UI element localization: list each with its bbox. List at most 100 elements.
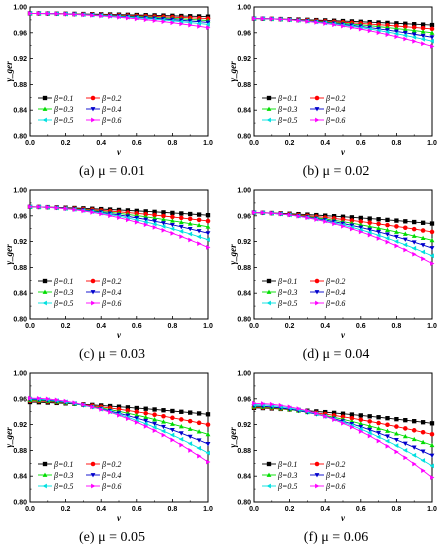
y-axis-label: γ_ger [4, 244, 14, 265]
y-tick-label: 1.00 [237, 371, 251, 378]
data-point [412, 219, 417, 225]
data-point [420, 243, 426, 248]
y-tick-label: 0.88 [13, 265, 27, 272]
data-point [394, 243, 399, 249]
data-point [421, 468, 426, 474]
data-point [72, 400, 77, 406]
data-point [403, 219, 408, 224]
legend-label: β=0.1 [53, 277, 73, 286]
data-point [152, 417, 157, 422]
data-point [117, 215, 122, 221]
x-axis-label: v [117, 330, 122, 340]
data-point [143, 222, 149, 228]
data-point [252, 16, 257, 22]
data-point [412, 461, 417, 467]
legend-label: β=0.6 [101, 116, 121, 125]
data-point [394, 34, 399, 40]
data-point [260, 401, 266, 406]
y-axis-label: γ_ger [4, 61, 14, 82]
data-point [197, 241, 202, 247]
data-point [394, 218, 399, 223]
data-point [349, 218, 355, 223]
x-tick-label: 0.0 [249, 506, 259, 513]
data-point [429, 229, 435, 235]
data-point [402, 242, 408, 248]
data-point [205, 231, 211, 236]
data-point [412, 22, 417, 27]
data-point [81, 402, 86, 408]
legend-marker [266, 300, 271, 306]
data-point [196, 212, 202, 217]
data-point [376, 230, 381, 235]
legend-marker [42, 472, 48, 477]
legend-marker [266, 278, 272, 284]
data-point [152, 225, 157, 230]
data-point [134, 419, 140, 425]
data-point [196, 229, 202, 234]
chart-panel-a: 0.0 0.2 0.4 0.6 0.8 1.0 0.80 0.84 0.88 0.92 0.96 1.… [4, 5, 213, 180]
legend-marker [42, 483, 47, 489]
data-point [394, 29, 399, 34]
data-point [403, 247, 408, 253]
data-point [430, 261, 435, 266]
legend-label: β=0.3 [53, 105, 73, 114]
data-point [376, 28, 381, 33]
data-point [376, 225, 381, 231]
series-6 [252, 210, 435, 266]
x-tick-label: 1.0 [203, 323, 213, 330]
caption-prefix: (c) [79, 347, 95, 362]
data-point [179, 21, 184, 27]
legend-marker [266, 95, 272, 101]
legend-label: β=0.3 [53, 471, 73, 480]
data-point [178, 219, 184, 225]
data-point [197, 23, 202, 29]
data-point [143, 219, 148, 225]
data-point [412, 419, 417, 424]
legend-label: β=0.5 [277, 116, 297, 125]
data-point [170, 432, 175, 438]
data-point [385, 232, 390, 237]
y-tick-label: 0.84 [13, 108, 27, 115]
data-point [287, 212, 292, 218]
data-point [411, 240, 417, 245]
data-point [178, 431, 184, 436]
data-point [394, 21, 399, 26]
x-tick-label: 1.0 [203, 140, 213, 147]
legend-marker [42, 289, 48, 294]
legend-label: β=0.4 [101, 288, 121, 297]
data-point [420, 449, 426, 454]
data-point [260, 210, 266, 216]
data-point [429, 26, 435, 32]
data-point [134, 412, 140, 418]
y-tick-label: 0.80 [13, 134, 27, 141]
data-point [187, 441, 193, 447]
data-point [367, 224, 373, 229]
data-point [116, 404, 122, 409]
legend-marker [315, 117, 320, 123]
data-point [54, 11, 60, 17]
data-point [28, 204, 33, 210]
y-tick-label: 1.00 [237, 5, 251, 12]
data-point [161, 213, 166, 219]
y-tick-label: 0.96 [13, 30, 27, 37]
data-point [430, 43, 435, 49]
series-6 [28, 204, 211, 250]
data-point [178, 436, 184, 442]
data-point [161, 221, 166, 226]
data-point [278, 402, 284, 408]
y-tick-label: 1.00 [13, 188, 27, 195]
data-point [314, 217, 319, 222]
data-point [205, 237, 210, 243]
x-axis-label: v [341, 147, 346, 157]
data-point [296, 18, 301, 24]
data-point [205, 212, 211, 218]
legend-marker [90, 461, 96, 467]
data-point [196, 234, 202, 240]
data-point [134, 219, 140, 225]
chart-panel-c: 0.0 0.2 0.4 0.6 0.8 1.0 0.80 0.84 0.88 0.92 0.96 1.… [4, 188, 213, 363]
x-tick-label: 0.0 [25, 506, 35, 513]
data-point [420, 420, 426, 425]
data-point [358, 229, 364, 235]
data-point [367, 423, 373, 428]
data-point [117, 412, 122, 418]
